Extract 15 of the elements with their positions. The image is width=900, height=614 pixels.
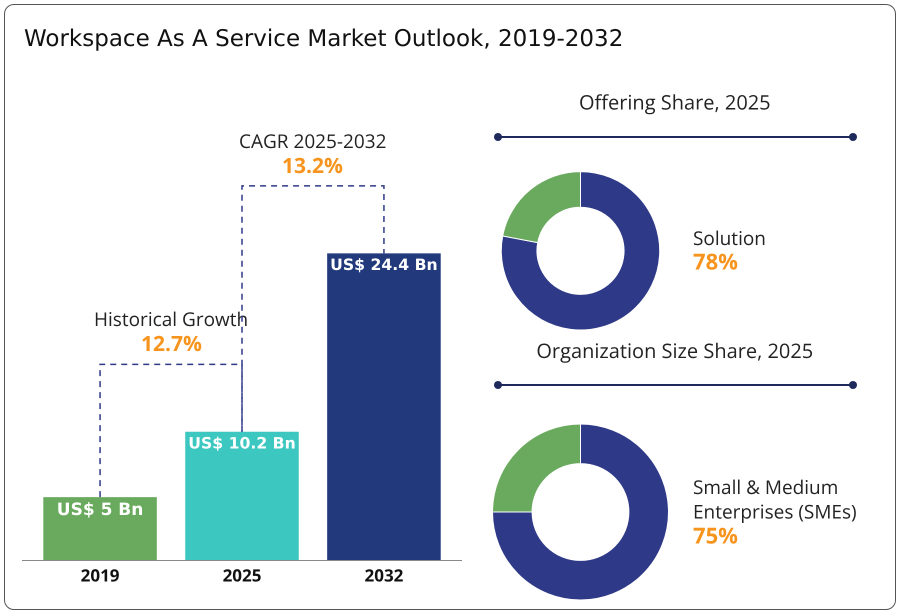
x-tick-label: 2032 (364, 563, 404, 586)
chart-title: Organization Size Share, 2025 (536, 336, 814, 364)
x-tick-label: 2019 (80, 563, 120, 586)
annotation: 12.7% (141, 330, 202, 358)
annotation: Historical Growth (94, 306, 248, 332)
data-label: US$ 24.4 Bn (330, 255, 438, 274)
text: 13.2% (282, 152, 344, 180)
x-tick-label: 2025 (222, 563, 262, 586)
chart-title: Workspace As A Service Market Outlook, 2019-2032 (24, 26, 624, 52)
donut-slice (500, 171, 660, 330)
data-label: US$ 5 Bn (56, 500, 144, 520)
text: CAGR 2025-2032 (239, 128, 386, 154)
chart-title: Offering Share, 2025 (578, 88, 771, 116)
donut-slice (492, 424, 669, 600)
data-label: US$ 10.2 Bn (188, 434, 296, 453)
